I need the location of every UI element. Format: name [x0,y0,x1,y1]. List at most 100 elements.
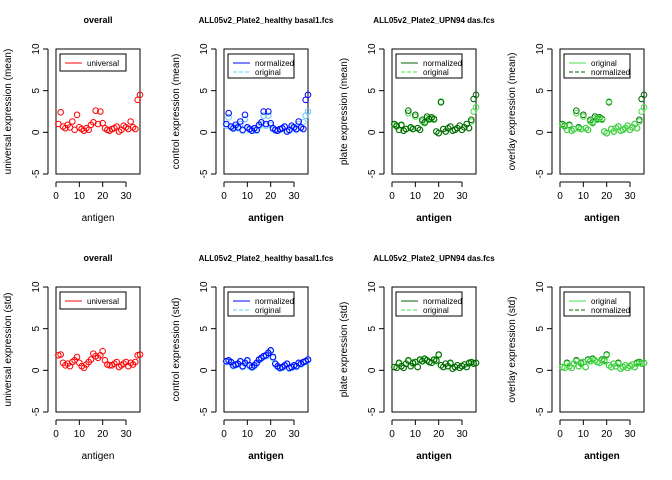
data-point [603,352,610,359]
legend-label-normalized: normalized [423,297,462,306]
y-tick-label: 5 [31,87,42,93]
x-tick-label: 20 [265,429,277,440]
series-universal [55,347,144,372]
x-axis-label: antigen [416,213,452,224]
data-point [398,121,405,129]
legend: universal [59,291,127,310]
x-tick-label: 20 [265,191,277,202]
data-point [437,99,445,106]
plot-frame [223,48,309,175]
x-tick-label: 0 [557,191,563,202]
x-axis-label: antigen [416,451,452,462]
legend-box [563,53,631,79]
y-tick-label: 10 [199,281,210,293]
data-point [241,111,249,119]
data-point [633,124,641,132]
x-tick-label: 20 [601,429,613,440]
y-axis-label: plate expression (mean) [339,58,350,165]
y-tick-label: 0 [199,129,210,135]
data-point [582,363,589,371]
x-tick-label: 30 [120,429,132,440]
data-point [580,113,587,120]
legend-label-original: original [255,68,281,77]
data-point [433,357,440,364]
data-point [269,353,277,361]
y-tick-label: -5 [199,169,210,178]
x-tick-label: 10 [578,429,590,440]
data-point [69,118,76,125]
y-tick-label: 5 [199,87,210,93]
panel-1: overall -5 0 5 10 0 10 20 30 antigen universal exp… [3,15,144,224]
data-point [640,104,648,111]
x-axis-label: antigen [82,213,115,224]
data-point [573,107,580,114]
data-point [421,119,428,126]
plot-frame [391,286,477,413]
y-tick-label: -5 [367,169,378,178]
data-point [416,126,424,134]
chart-title: ALL05v2_Plate2_healthy basal1.fcs [199,254,334,263]
panel-8: -5 0 5 10 0 10 20 30 antigen overlay expression (… [507,281,648,462]
series-normalized [391,351,480,372]
y-tick-label: 10 [535,43,546,55]
legend: universal [59,53,127,72]
plot-frame [55,286,141,413]
chart-title: ALL05v2_Plate2_UPN94 das.fcs [373,254,495,263]
series-original [391,98,480,137]
y-tick-label: 5 [367,325,378,331]
data-point [73,111,81,119]
x-tick-label: 20 [97,191,109,202]
data-point [472,104,480,111]
x-tick-label: 30 [288,429,300,440]
data-point [409,125,417,133]
x-tick-label: 10 [74,191,86,202]
y-axis-label: plate expression (std) [339,302,350,398]
legend-label-normalized: normalized [591,68,630,77]
data-point [598,116,606,124]
chart-title: ALL05v2_Plate2_UPN94 das.fcs [373,16,495,25]
data-point [601,357,608,365]
data-point [636,118,643,125]
x-axis-label: antigen [584,213,620,224]
data-point [465,124,473,132]
data-point [435,351,442,358]
x-tick-label: 30 [624,429,636,440]
y-tick-label: -5 [31,407,42,416]
x-axis-label: antigen [584,451,620,462]
data-point [127,118,134,125]
x-tick-label: 20 [433,429,445,440]
data-point [237,118,244,125]
x-tick-label: 30 [456,429,468,440]
data-point [132,125,139,133]
legend-label-original: original [591,59,617,68]
plot-frame [55,48,141,175]
legend-label-normalized: normalized [255,297,294,306]
x-tick-label: 0 [221,191,227,202]
x-tick-label: 0 [53,191,59,202]
data-point [265,108,272,115]
legend-label-original: original [591,297,617,306]
series-original [559,352,648,372]
y-axis-label: overlay expression (mean) [507,53,518,171]
x-tick-label: 20 [601,191,613,202]
series-normalized [223,91,312,135]
legend-label-original: original [423,68,449,77]
plot-frame [559,286,645,413]
y-tick-label: 0 [31,129,42,135]
legend-box [395,291,463,317]
x-tick-label: 30 [624,191,636,202]
chart-title: overall [83,253,112,263]
x-tick-label: 0 [389,191,395,202]
y-tick-label: -5 [367,407,378,416]
panel-5: overall -5 0 5 10 0 10 20 30 antigen universal exp… [3,253,144,462]
panel-7: ALL05v2_Plate2_UPN94 das.fcs -5 0 5 10 0 10 20 3… [339,254,495,462]
x-tick-label: 30 [288,191,300,202]
data-point [260,112,267,119]
y-tick-label: 0 [199,367,210,373]
y-tick-label: -5 [199,407,210,416]
